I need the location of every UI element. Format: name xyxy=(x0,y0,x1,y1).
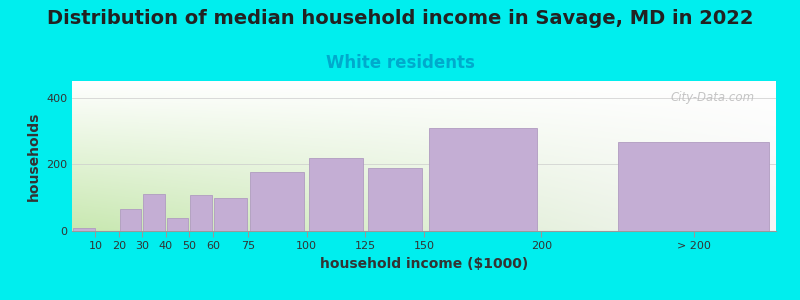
Bar xyxy=(429,128,537,231)
Bar xyxy=(73,228,94,231)
Bar xyxy=(143,194,165,231)
Bar xyxy=(368,168,422,231)
Y-axis label: households: households xyxy=(26,111,41,201)
Bar xyxy=(309,158,363,231)
Text: Distribution of median household income in Savage, MD in 2022: Distribution of median household income … xyxy=(46,9,754,28)
Bar xyxy=(618,142,770,231)
Bar xyxy=(190,195,212,231)
Bar xyxy=(167,218,188,231)
Bar xyxy=(214,198,246,231)
Bar xyxy=(120,209,142,231)
Text: City-Data.com: City-Data.com xyxy=(670,92,755,104)
X-axis label: household income ($1000): household income ($1000) xyxy=(320,257,528,271)
Text: White residents: White residents xyxy=(326,54,474,72)
Bar xyxy=(250,172,304,231)
